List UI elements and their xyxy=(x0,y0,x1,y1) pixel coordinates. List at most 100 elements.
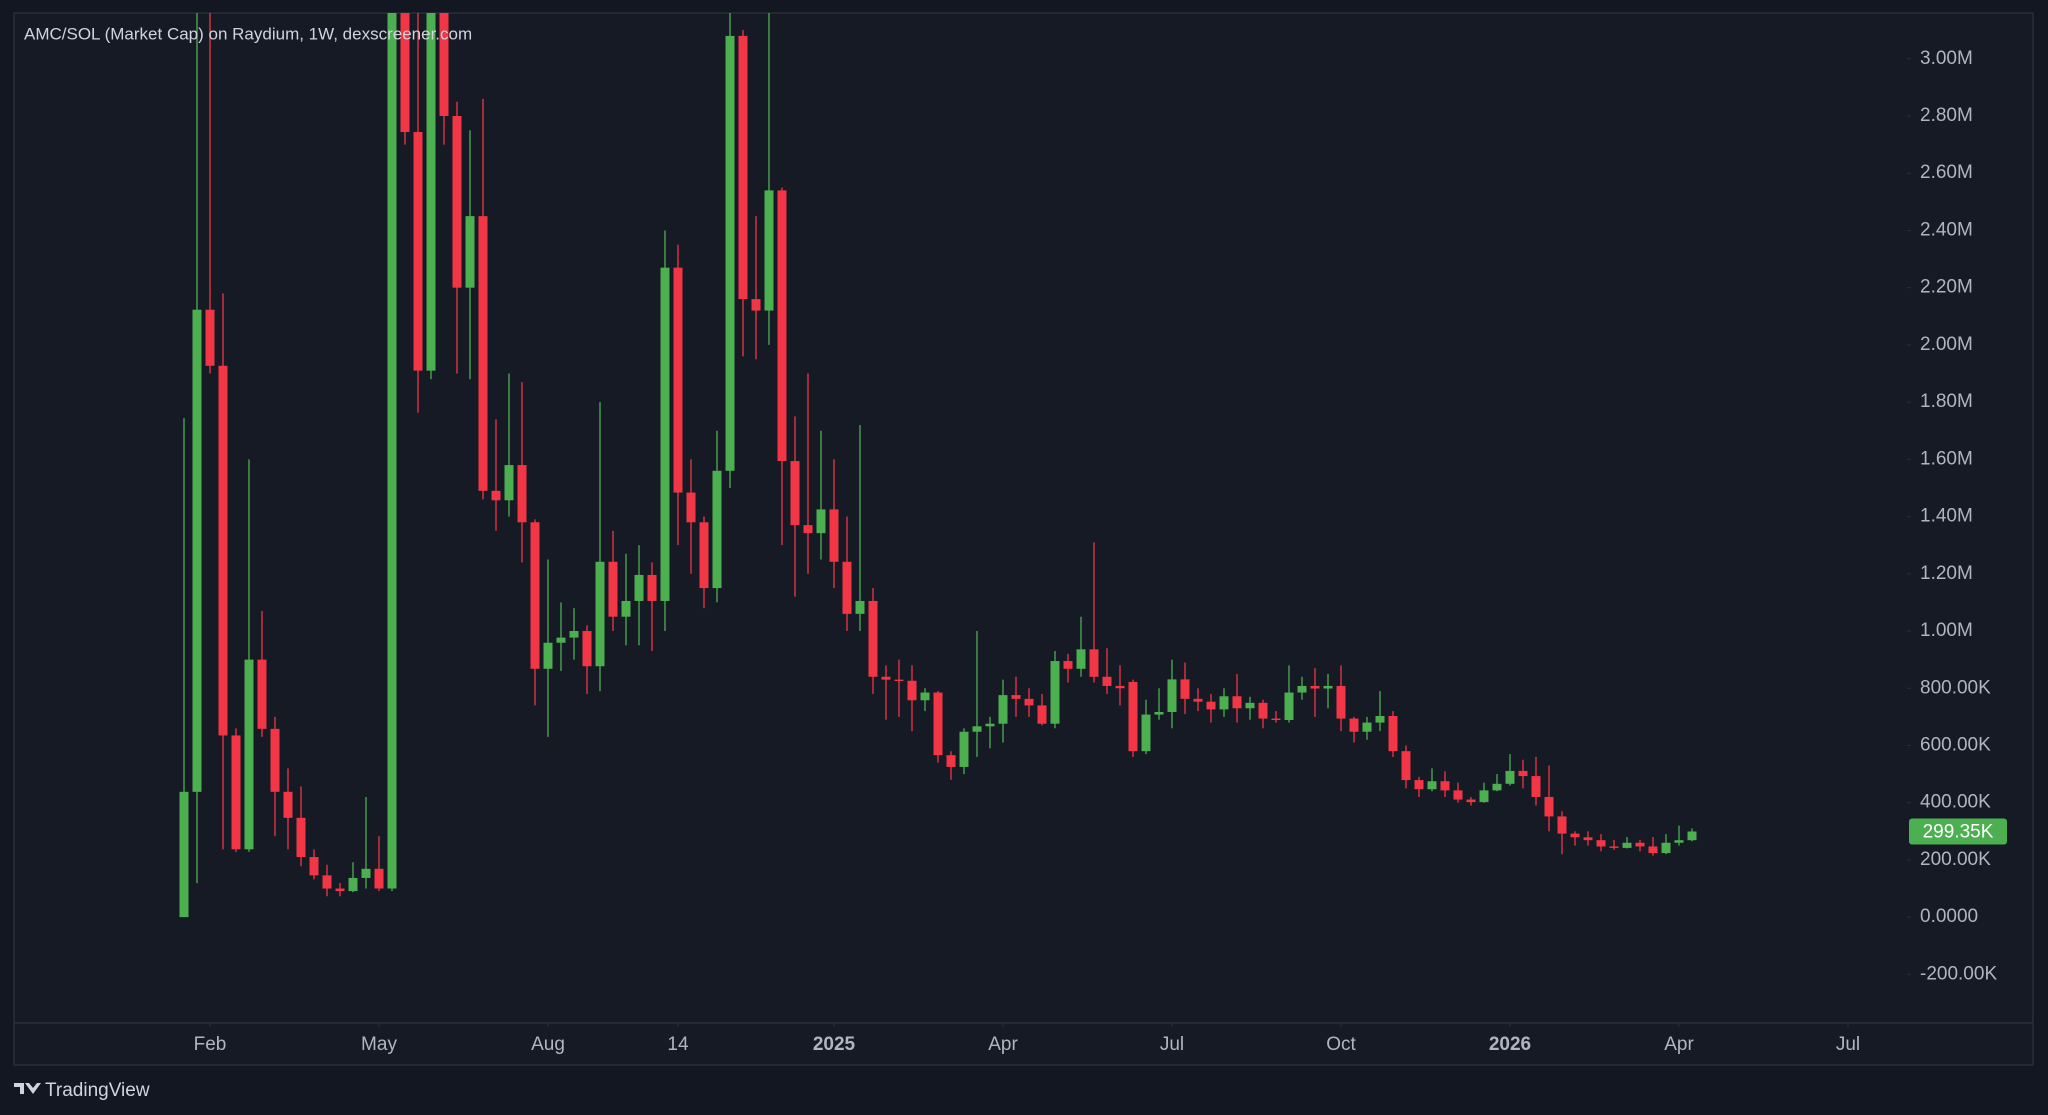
candle-body xyxy=(374,868,384,889)
x-tick-label: 2025 xyxy=(813,1034,856,1055)
candle-body xyxy=(790,461,800,526)
candle-body xyxy=(231,735,241,850)
y-tick-label: 2.60M xyxy=(1920,162,1973,183)
candle-body xyxy=(1271,718,1281,720)
candle-body xyxy=(738,35,748,300)
y-tick-label: 800.00K xyxy=(1920,677,1991,698)
candle-body xyxy=(725,35,735,471)
y-tick-label: 600.00K xyxy=(1920,734,1991,755)
x-tick-label: Apr xyxy=(1664,1034,1694,1055)
candle-body xyxy=(803,525,813,534)
candle-body xyxy=(179,791,189,918)
candle-body xyxy=(1180,679,1190,699)
candle-body xyxy=(1024,698,1034,706)
candle-body xyxy=(1609,846,1619,848)
y-tick-label: 400.00K xyxy=(1920,792,1991,813)
y-tick-label: 2.40M xyxy=(1920,219,1973,240)
candle-body xyxy=(673,267,683,493)
y-tick-label: 1.40M xyxy=(1920,506,1973,527)
candle-body xyxy=(452,116,462,288)
candle-body xyxy=(1206,701,1216,710)
candle-body xyxy=(1115,685,1125,689)
candle-body xyxy=(1518,770,1528,777)
candle-body xyxy=(621,600,631,617)
candle-body xyxy=(1193,698,1203,702)
x-tick-label: 2026 xyxy=(1489,1034,1531,1055)
candle-body xyxy=(361,868,371,878)
candle-body xyxy=(1141,714,1151,752)
candle-body xyxy=(1596,840,1606,847)
candle-body xyxy=(1076,649,1086,669)
candle-body xyxy=(296,817,306,858)
candle-body xyxy=(1674,840,1684,843)
candle-body xyxy=(881,676,891,680)
candle-body xyxy=(608,561,618,617)
y-tick-label: 0.0000 xyxy=(1920,906,1978,927)
x-tick-label: Jul xyxy=(1836,1034,1860,1055)
candle-body xyxy=(504,465,514,501)
y-tick-label: 2.20M xyxy=(1920,277,1973,298)
candle-body xyxy=(959,731,969,767)
y-tick-label: 2.00M xyxy=(1920,334,1973,355)
candle-body xyxy=(413,132,423,371)
candle-body xyxy=(1453,790,1463,800)
candle-body xyxy=(1258,702,1268,719)
candle-body xyxy=(1687,831,1697,841)
candle-body xyxy=(1102,676,1112,686)
candle-body xyxy=(1336,685,1346,719)
candle-body xyxy=(1362,722,1372,732)
candle-body xyxy=(894,679,904,681)
candle-body xyxy=(1284,692,1294,720)
candle-body xyxy=(491,490,501,501)
candle-body xyxy=(1479,790,1489,803)
candle-body xyxy=(283,791,293,818)
candle-body xyxy=(946,755,956,767)
candle-body xyxy=(829,509,839,562)
candle-body xyxy=(335,888,345,892)
candle-body xyxy=(1375,715,1385,723)
y-tick-label: 2.80M xyxy=(1920,105,1973,126)
candle-body xyxy=(933,692,943,756)
x-tick-label: Oct xyxy=(1326,1034,1356,1055)
candle-body xyxy=(1635,842,1645,847)
candle-body xyxy=(400,13,410,133)
candle-body xyxy=(1310,685,1320,689)
candle-body xyxy=(205,309,215,366)
candle-body xyxy=(582,631,592,667)
candle-body xyxy=(1544,796,1554,817)
candle-body xyxy=(1167,679,1177,712)
brand: TradingView xyxy=(45,1080,150,1101)
plot-area xyxy=(179,13,1697,918)
candle-body xyxy=(543,642,553,669)
candle-body xyxy=(309,857,319,876)
candle-body xyxy=(972,726,982,732)
candle-body xyxy=(998,695,1008,724)
candle-body xyxy=(1570,833,1580,838)
candle-body xyxy=(816,509,826,534)
candle-body xyxy=(244,659,254,850)
chart-frame xyxy=(13,12,2034,1066)
candle-body xyxy=(270,728,280,792)
candle-body xyxy=(1063,661,1073,669)
candle-body xyxy=(1245,702,1255,709)
candle-body xyxy=(1219,696,1229,710)
y-tick-label: 1.80M xyxy=(1920,391,1973,412)
candle-body xyxy=(439,13,449,117)
candle-body xyxy=(1037,705,1047,724)
y-tick-label: 3.00M xyxy=(1920,48,1973,69)
candle-body xyxy=(868,600,878,677)
candle-body xyxy=(920,692,930,701)
x-tick-label: Apr xyxy=(988,1034,1018,1055)
candle-body xyxy=(257,659,267,729)
candle-body xyxy=(1388,715,1398,752)
candle-body xyxy=(1622,842,1632,848)
candle-body xyxy=(1505,770,1515,784)
x-tick-label: May xyxy=(361,1034,397,1055)
candle-body xyxy=(322,875,332,889)
candle-body xyxy=(855,600,865,614)
candle-body xyxy=(1401,751,1411,781)
candle-body xyxy=(712,470,722,589)
candle-body xyxy=(751,299,761,311)
